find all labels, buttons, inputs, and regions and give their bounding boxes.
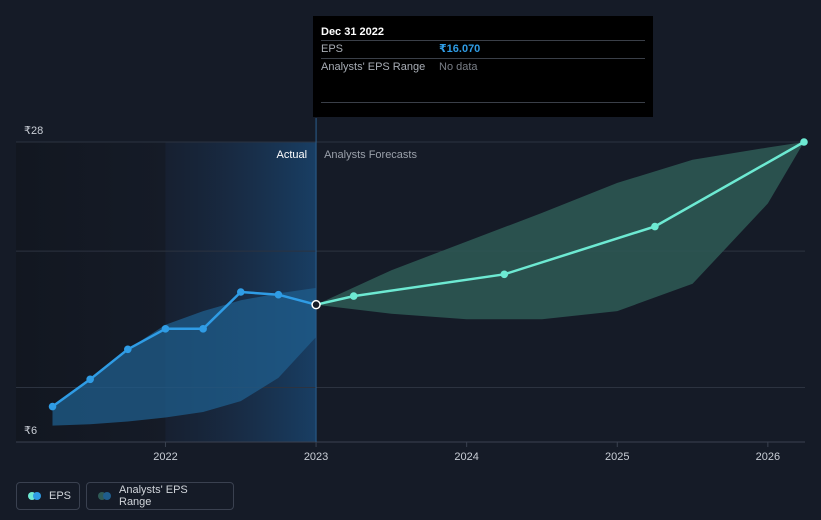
eps-point: [349, 292, 358, 300]
legend-range-label: Analysts' EPS Range: [119, 484, 188, 508]
legend-eps-label: EPS: [49, 490, 72, 502]
eps-highlight-point: [311, 299, 321, 310]
x-tick-label: 2025: [605, 451, 629, 463]
y-tick-label: ₹6: [24, 425, 37, 437]
x-tick-label: 2026: [756, 451, 780, 463]
actual-label: Actual: [276, 149, 307, 161]
eps-line-actual: [51, 290, 317, 408]
x-tick-label: 2023: [304, 451, 328, 463]
y-tick-label: ₹28: [24, 125, 43, 137]
tooltip-eps-value: ₹16.070: [439, 43, 481, 55]
x-tick-label: 2022: [153, 451, 177, 463]
eps-point: [199, 325, 207, 333]
eps-point: [500, 270, 509, 279]
tooltip-eps-row: EPS ₹16.070: [321, 40, 645, 58]
range-legend-icon: [98, 492, 111, 500]
legend-eps-button[interactable]: EPS: [16, 482, 80, 510]
tooltip-date: Dec 31 2022: [321, 26, 384, 38]
eps-point: [124, 345, 132, 354]
eps-point: [86, 375, 94, 384]
range-area-forecast: [316, 142, 804, 320]
eps-point: [48, 402, 57, 411]
tooltip-eps-label: EPS: [321, 43, 344, 55]
eps-legend-icon: [28, 492, 41, 500]
eps-point: [161, 325, 170, 333]
tooltip-divider: [321, 102, 645, 103]
range-area-actual: [52, 287, 317, 426]
tooltip-range-value: No data: [439, 61, 478, 73]
tooltip-range-label: Analysts' EPS Range: [321, 61, 426, 73]
eps-point: [236, 288, 245, 296]
eps-point: [800, 138, 808, 146]
tooltip-range-row: Analysts' EPS Range No data: [321, 58, 645, 76]
forecast-label: Analysts Forecasts: [324, 149, 417, 161]
eps-point: [274, 290, 283, 299]
legend-range-button[interactable]: Analysts' EPS Range: [86, 482, 234, 510]
eps-point: [651, 222, 659, 231]
tooltip-panel: Dec 31 2022 EPS ₹16.070 Analysts' EPS Ra…: [313, 16, 653, 117]
x-tick-label: 2024: [454, 451, 478, 463]
